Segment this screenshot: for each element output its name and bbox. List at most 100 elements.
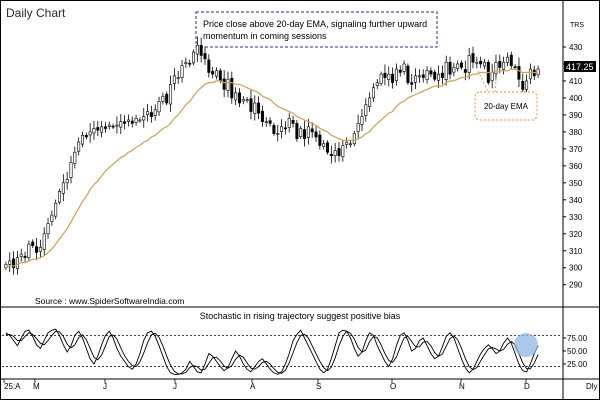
price-tick-label: 340 [569, 196, 583, 205]
candle-body [188, 62, 192, 65]
candle-body [111, 125, 115, 128]
candle [460, 60, 464, 70]
candles [4, 36, 540, 275]
candle-body [383, 72, 387, 78]
candle-body [295, 123, 299, 139]
candle [65, 171, 69, 190]
candle-body [103, 126, 107, 129]
candle-body [375, 82, 379, 86]
candle-body [260, 110, 264, 122]
candle [456, 60, 460, 72]
candle-body [490, 72, 494, 81]
ema-line [5, 68, 539, 269]
candle-body [226, 78, 230, 91]
time-tick-label: D [524, 382, 530, 391]
candle [184, 57, 188, 68]
candle [517, 57, 521, 88]
candle [176, 70, 180, 84]
candle-body [352, 133, 356, 145]
candle-body [437, 73, 441, 81]
candle [268, 117, 272, 127]
time-tick-label: M [33, 382, 40, 391]
candle-body [176, 77, 180, 79]
candle [69, 155, 73, 184]
candle [58, 188, 62, 205]
candle [165, 91, 169, 106]
candle [257, 96, 261, 120]
chart-title: Daily Chart [6, 6, 66, 20]
candle [467, 47, 471, 80]
candle-body [214, 70, 218, 77]
candle-body [364, 104, 368, 116]
candle [425, 66, 429, 84]
candle-body [230, 77, 234, 99]
candle [234, 87, 238, 106]
candle [237, 88, 241, 108]
candle-body [356, 123, 360, 132]
candle [46, 217, 50, 239]
candle-body [471, 53, 475, 63]
candle-body [505, 56, 509, 63]
candle-body [31, 241, 35, 246]
candle-body [80, 134, 84, 145]
candle [326, 140, 330, 155]
candle [23, 251, 27, 262]
candle-body [199, 44, 203, 56]
candle [123, 115, 127, 130]
candle-body [494, 61, 498, 74]
candle [73, 146, 77, 169]
candle [371, 83, 375, 103]
candle [394, 63, 398, 86]
time-tick-label: J [103, 382, 107, 391]
candle [295, 119, 299, 142]
candle-body [368, 97, 372, 108]
candle [375, 79, 379, 89]
candle [100, 121, 104, 138]
candle [509, 51, 513, 69]
candle [19, 248, 23, 262]
candle-body [456, 63, 460, 69]
candle-body [241, 99, 245, 102]
candle-body [291, 120, 295, 124]
ema-callout-box [474, 91, 538, 121]
candle-body [123, 121, 127, 124]
time-tick-label: J [173, 382, 177, 391]
stochastic-tick-label: 25.00 [567, 360, 588, 369]
candle [4, 261, 8, 271]
candle [38, 239, 42, 259]
candle-body [402, 63, 406, 72]
candle-body [299, 128, 303, 137]
candle [276, 124, 280, 142]
candle [306, 119, 310, 145]
candle [119, 114, 123, 135]
candle [437, 65, 441, 89]
time-axis-unit: Dly [586, 382, 598, 391]
candle-body [306, 126, 310, 138]
price-tick-label: 390 [569, 111, 583, 120]
candle-body [360, 116, 364, 125]
candle-body [107, 124, 111, 127]
candle-body [169, 84, 173, 105]
candle [410, 73, 414, 93]
candle [448, 56, 452, 80]
candle [138, 117, 142, 123]
candle-body [88, 131, 92, 136]
candle [525, 74, 529, 96]
candle [329, 145, 333, 164]
candle [241, 96, 245, 105]
candle-body [115, 124, 119, 127]
candle [80, 131, 84, 148]
candle [452, 62, 456, 77]
candle-body [234, 92, 238, 101]
candle-body [264, 121, 268, 124]
ema-callout-pointer [477, 70, 498, 93]
candle-body [482, 61, 486, 67]
candle [479, 56, 483, 69]
candle [383, 64, 387, 86]
candle-body [153, 109, 157, 116]
candle [414, 68, 418, 90]
candle-body [433, 71, 437, 80]
candle [475, 56, 479, 69]
